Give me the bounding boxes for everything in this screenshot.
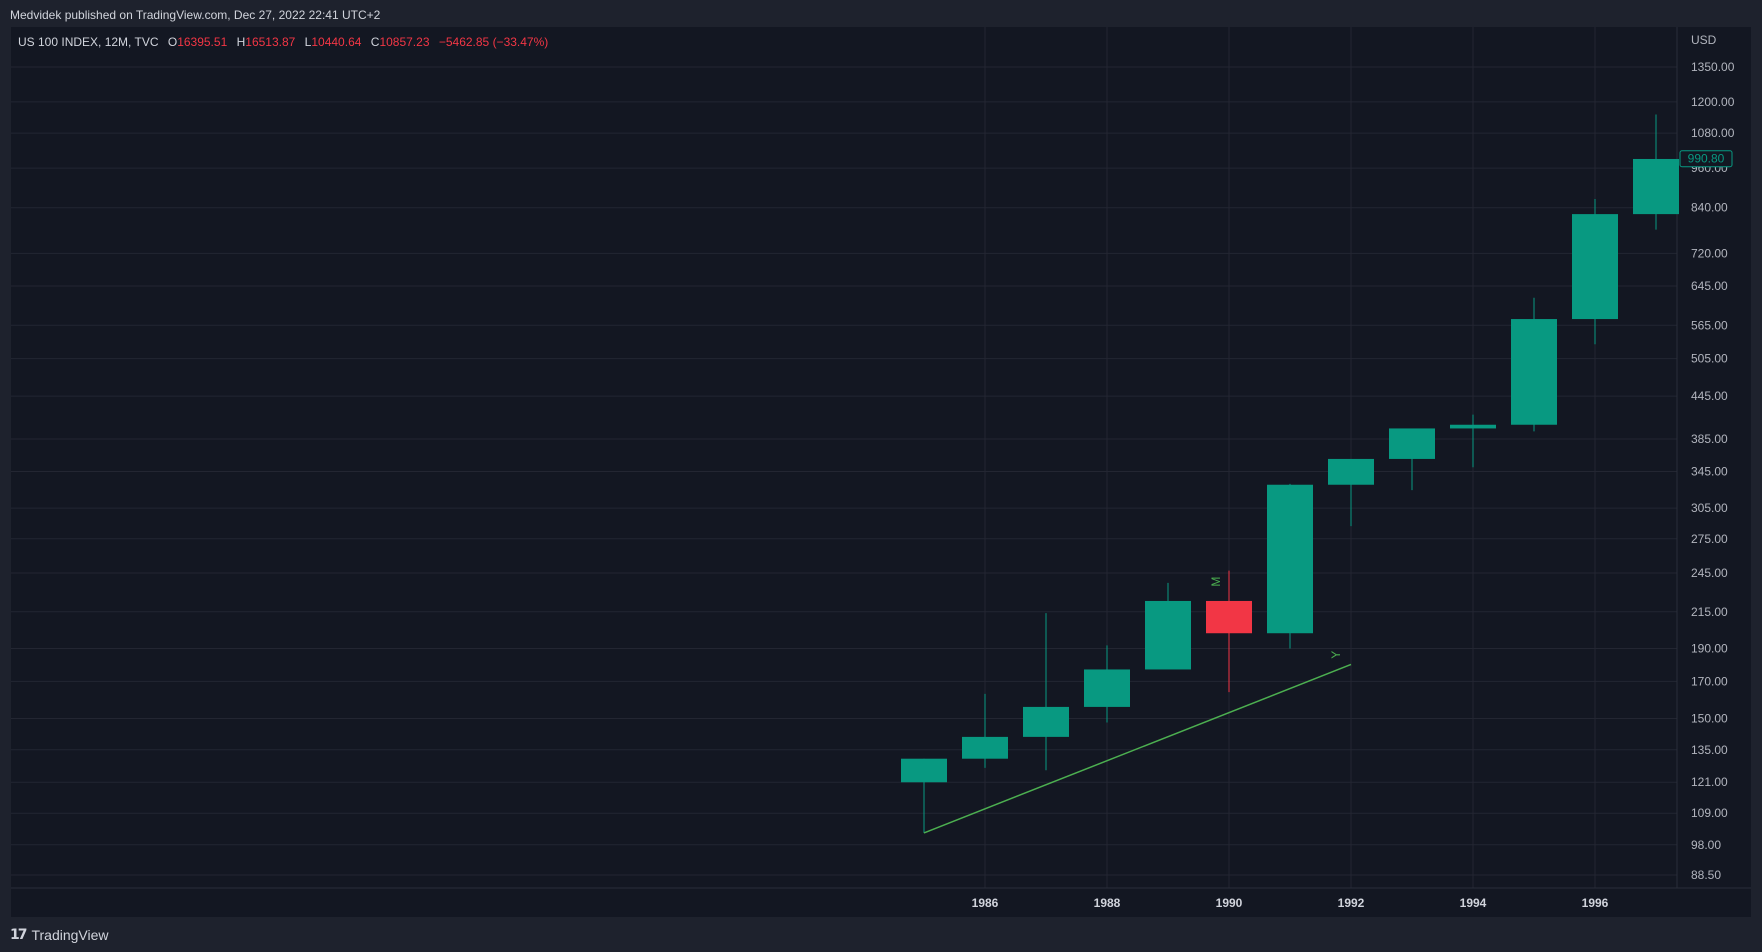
candle-body xyxy=(1633,158,1679,215)
candle-body xyxy=(1450,424,1496,429)
price-tag-box xyxy=(1679,150,1733,168)
price-tick-label: 385.00 xyxy=(1691,432,1728,446)
candle-body xyxy=(901,758,947,783)
legend-symbol: US 100 INDEX, 12M, TVC xyxy=(18,35,159,49)
legend-high-label: H xyxy=(237,35,246,49)
time-tick-label: 1992 xyxy=(1338,896,1365,910)
price-tick-label: 98.00 xyxy=(1691,838,1721,852)
price-tick-label: 345.00 xyxy=(1691,465,1728,479)
price-tick-label: 109.00 xyxy=(1691,806,1728,820)
footer: 17 TradingView xyxy=(0,917,1762,952)
legend-open-label: O xyxy=(168,35,177,49)
price-tick-label: 150.00 xyxy=(1691,712,1728,726)
grid-lines xyxy=(11,27,1751,889)
candle-body xyxy=(962,736,1008,759)
candle-body xyxy=(1084,669,1130,707)
publish-info: Medvidek published on TradingView.com, D… xyxy=(0,0,1762,28)
last-price-tag: 990.80 xyxy=(1679,150,1733,168)
price-axis[interactable]: USD 1350.001200.001080.00960.00840.00720… xyxy=(1691,33,1735,882)
legend-low-value: 10440.64 xyxy=(311,35,361,49)
price-tick-label: 840.00 xyxy=(1691,201,1728,215)
price-tick-label: 1200.00 xyxy=(1691,95,1735,109)
tradingview-logo-icon[interactable]: 17 xyxy=(10,926,28,943)
legend: US 100 INDEX, 12M, TVC O16395.51 H16513.… xyxy=(18,35,548,49)
currency-label: USD xyxy=(1691,33,1717,47)
price-tick-label: 445.00 xyxy=(1691,389,1728,403)
legend-close-label: C xyxy=(371,35,380,49)
candle-body xyxy=(1572,214,1618,320)
candles xyxy=(901,114,1679,833)
price-tick-label: 505.00 xyxy=(1691,352,1728,366)
price-tick-label: 215.00 xyxy=(1691,605,1728,619)
time-tick-label: 1994 xyxy=(1460,896,1487,910)
candle-body xyxy=(1511,319,1557,425)
brand-name[interactable]: TradingView xyxy=(31,926,109,943)
trendline xyxy=(923,663,1352,834)
price-tag-label: 990.80 xyxy=(1688,152,1725,166)
candle-body xyxy=(1267,484,1313,634)
legend-change: −5462.85 (−33.47%) xyxy=(439,35,548,49)
time-tick-label: 1996 xyxy=(1582,896,1609,910)
price-tick-label: 1080.00 xyxy=(1691,126,1735,140)
price-tick-label: 190.00 xyxy=(1691,641,1728,655)
candle-body xyxy=(1145,600,1191,670)
candle-body xyxy=(1023,706,1069,737)
candle-body xyxy=(1206,600,1252,634)
price-tick-label: 170.00 xyxy=(1691,674,1728,688)
time-tick-label: 1990 xyxy=(1216,896,1243,910)
price-tick-label: 645.00 xyxy=(1691,279,1728,293)
annotations: MY xyxy=(923,577,1352,834)
candle-body xyxy=(1389,428,1435,459)
price-tick-label: 305.00 xyxy=(1691,501,1728,515)
legend-open-value: 16395.51 xyxy=(177,35,227,49)
price-tick-label: 720.00 xyxy=(1691,246,1728,260)
candle-body xyxy=(1328,458,1374,485)
price-tick-label: 88.50 xyxy=(1691,868,1721,882)
time-tick-label: 1986 xyxy=(972,896,999,910)
legend-high-value: 16513.87 xyxy=(245,35,295,49)
price-tick-label: 565.00 xyxy=(1691,318,1728,332)
time-axis[interactable]: 1986 1988 1990 1992 1994 1996 xyxy=(972,896,1609,910)
publish-line: Medvidek published on TradingView.com, D… xyxy=(10,8,381,22)
legend-close-value: 10857.23 xyxy=(379,35,429,49)
annotation-label: Y xyxy=(1329,651,1343,659)
price-tick-label: 275.00 xyxy=(1691,532,1728,546)
price-tick-label: 135.00 xyxy=(1691,743,1728,757)
price-tick-label: 121.00 xyxy=(1691,775,1728,789)
price-tick-label: 1350.00 xyxy=(1691,60,1735,74)
time-tick-label: 1988 xyxy=(1094,896,1121,910)
price-tick-label: 245.00 xyxy=(1691,566,1728,580)
legend-low-label: L xyxy=(305,35,312,49)
annotation-label: M xyxy=(1209,577,1223,587)
